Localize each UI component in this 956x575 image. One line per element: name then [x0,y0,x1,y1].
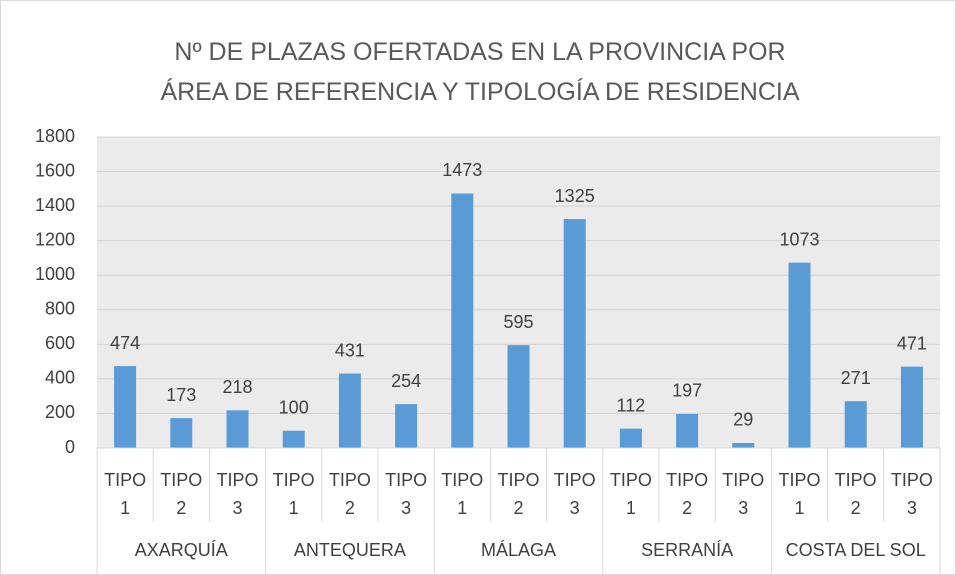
bar [732,442,755,448]
bar [338,373,361,448]
y-tick-label: 1800 [35,126,75,146]
bar [844,401,867,448]
x-tick-label: TIPO 3 [385,470,428,518]
data-label: 29 [733,410,753,430]
bar [619,428,642,448]
group-label: COSTA DEL SOL [785,540,926,560]
x-tick-label: TIPO 1 [104,470,147,518]
y-tick-label: 800 [45,299,75,319]
bar [563,219,586,448]
bar [900,366,923,448]
group-label: ANTEQUERA [293,540,406,560]
data-label: 254 [391,371,421,391]
chart-title: Nº DE PLAZAS OFERTADAS EN LA PROVINCIA P… [160,38,800,106]
data-label: 100 [279,397,309,417]
x-tick-label: TIPO 1 [272,470,315,518]
data-label: 271 [841,368,871,388]
y-tick-label: 400 [45,368,75,388]
y-tick-label: 0 [65,437,75,457]
y-tick-label: 1200 [35,229,75,249]
x-tick-label: TIPO 2 [666,470,709,518]
x-tick-label: TIPO 2 [328,470,371,518]
data-label: 173 [166,385,196,405]
group-label: SERRANÍA [641,540,734,560]
x-tick-label: TIPO 2 [160,470,203,518]
group-label: AXARQUÍA [134,540,228,560]
bar [395,404,418,448]
x-tick-label: TIPO 3 [553,470,596,518]
data-label: 1325 [555,186,595,206]
x-tick-label: TIPO 1 [609,470,652,518]
data-label: 1073 [779,229,819,249]
bar [788,262,811,448]
bar [226,410,249,448]
bar [451,193,474,448]
x-tick-label: TIPO 3 [722,470,765,518]
y-tick-label: 1000 [35,264,75,284]
data-label: 218 [222,377,252,397]
bar [114,366,137,448]
bar [282,430,305,448]
data-label: 197 [672,381,702,401]
bar [676,413,699,448]
data-label: 112 [617,395,646,415]
x-tick-label: TIPO 3 [890,470,933,518]
data-label: 431 [335,340,365,360]
y-tick-label: 1600 [35,160,75,180]
x-tick-label: TIPO 2 [497,470,540,518]
data-label: 474 [110,333,140,353]
y-tick-label: 1400 [35,195,75,215]
y-tick-label: 200 [45,402,75,422]
data-label: 595 [503,312,533,332]
x-tick-label: TIPO 3 [216,470,259,518]
data-label: 471 [897,333,927,353]
bar [507,345,530,448]
x-tick-label: TIPO 1 [441,470,484,518]
x-tick-label: TIPO 1 [778,470,821,518]
group-label: MÁLAGA [480,540,556,560]
x-tick-label: TIPO 2 [834,470,877,518]
y-tick-label: 600 [45,333,75,353]
bar [170,418,193,448]
data-label: 1473 [442,160,482,180]
